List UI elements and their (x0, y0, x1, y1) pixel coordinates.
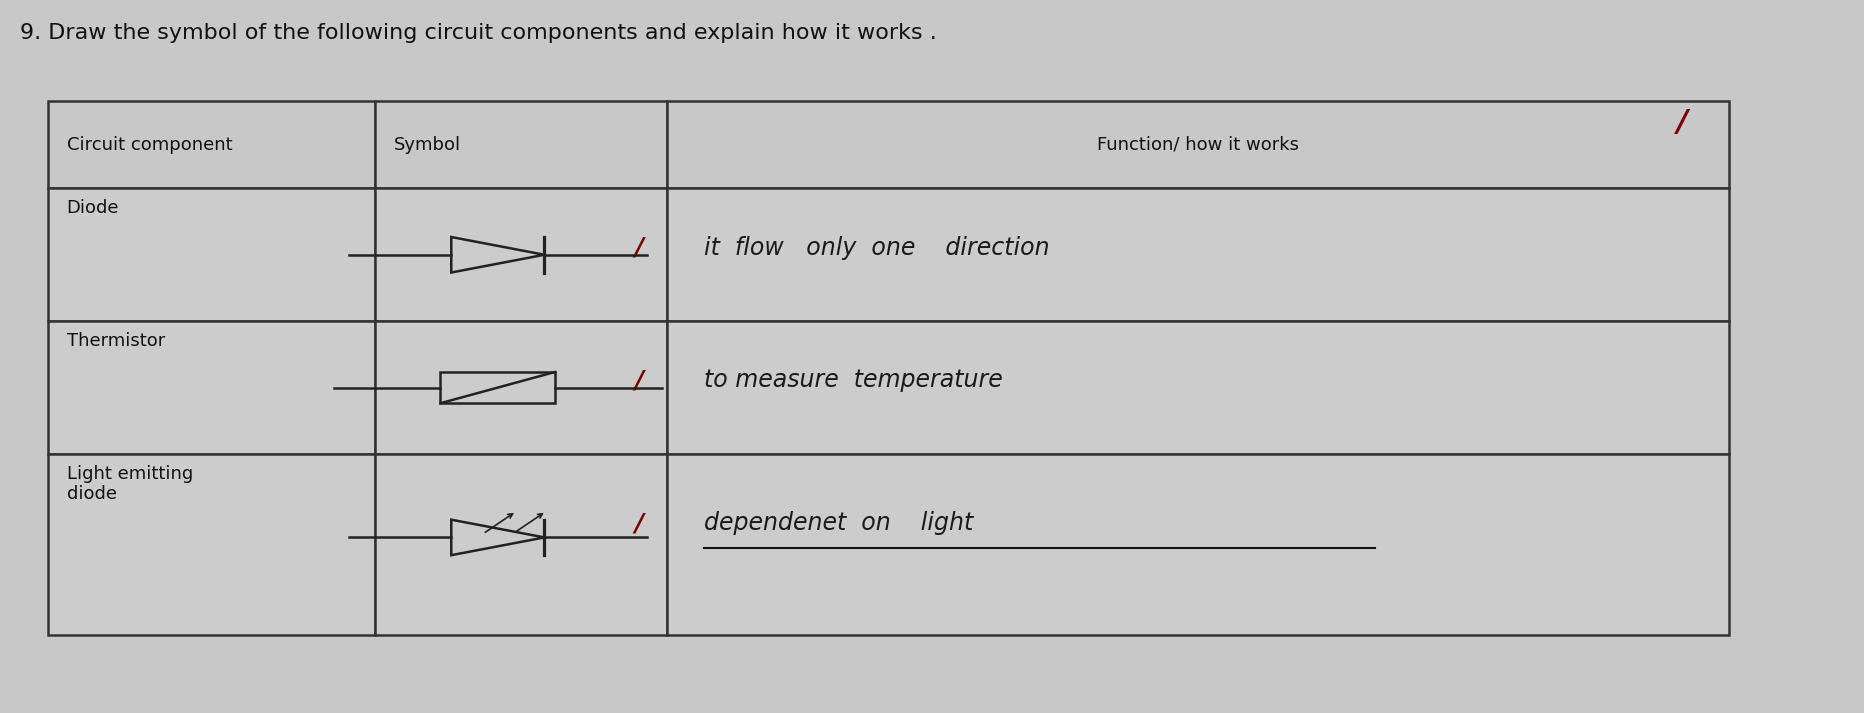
Text: /: / (1676, 108, 1687, 137)
Bar (48, 454, 375, 635)
Bar (667, 188, 1728, 321)
Text: Function/ how it works: Function/ how it works (1096, 135, 1297, 153)
Bar (440, 372, 555, 403)
Text: Circuit component: Circuit component (67, 135, 231, 153)
Bar (375, 101, 667, 188)
Text: /: / (634, 511, 643, 535)
Bar (667, 321, 1728, 454)
Bar (48, 101, 375, 188)
Bar (667, 101, 1728, 188)
Text: Symbol: Symbol (393, 135, 460, 153)
Bar (375, 188, 667, 321)
Text: Thermistor: Thermistor (67, 332, 164, 350)
Text: /: / (634, 236, 643, 260)
Bar (48, 188, 375, 321)
Text: Light emitting
diode: Light emitting diode (67, 465, 192, 503)
Bar (375, 454, 667, 635)
Text: Diode: Diode (67, 199, 119, 217)
Text: it  flow   only  one    direction: it flow only one direction (705, 236, 1049, 260)
Text: /: / (634, 369, 643, 392)
Bar (667, 454, 1728, 635)
Text: to measure  temperature: to measure temperature (705, 369, 1003, 392)
Bar (48, 321, 375, 454)
Text: 9. Draw the symbol of the following circuit components and explain how it works : 9. Draw the symbol of the following circ… (21, 23, 936, 43)
Text: dependenet  on    light: dependenet on light (705, 511, 973, 535)
Bar (375, 321, 667, 454)
